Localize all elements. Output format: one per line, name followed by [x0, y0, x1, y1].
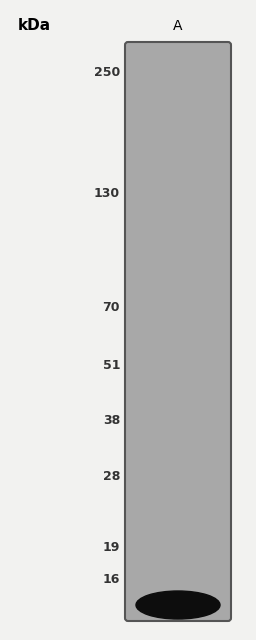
- Text: 16: 16: [103, 573, 120, 586]
- Text: 19: 19: [103, 541, 120, 554]
- Text: 130: 130: [94, 187, 120, 200]
- Ellipse shape: [136, 591, 220, 619]
- FancyBboxPatch shape: [125, 42, 231, 621]
- Text: 51: 51: [102, 359, 120, 372]
- Text: 28: 28: [103, 470, 120, 483]
- Text: kDa: kDa: [18, 18, 51, 33]
- Text: 70: 70: [102, 301, 120, 314]
- Text: A: A: [173, 19, 183, 33]
- Text: 38: 38: [103, 413, 120, 426]
- Text: 250: 250: [94, 66, 120, 79]
